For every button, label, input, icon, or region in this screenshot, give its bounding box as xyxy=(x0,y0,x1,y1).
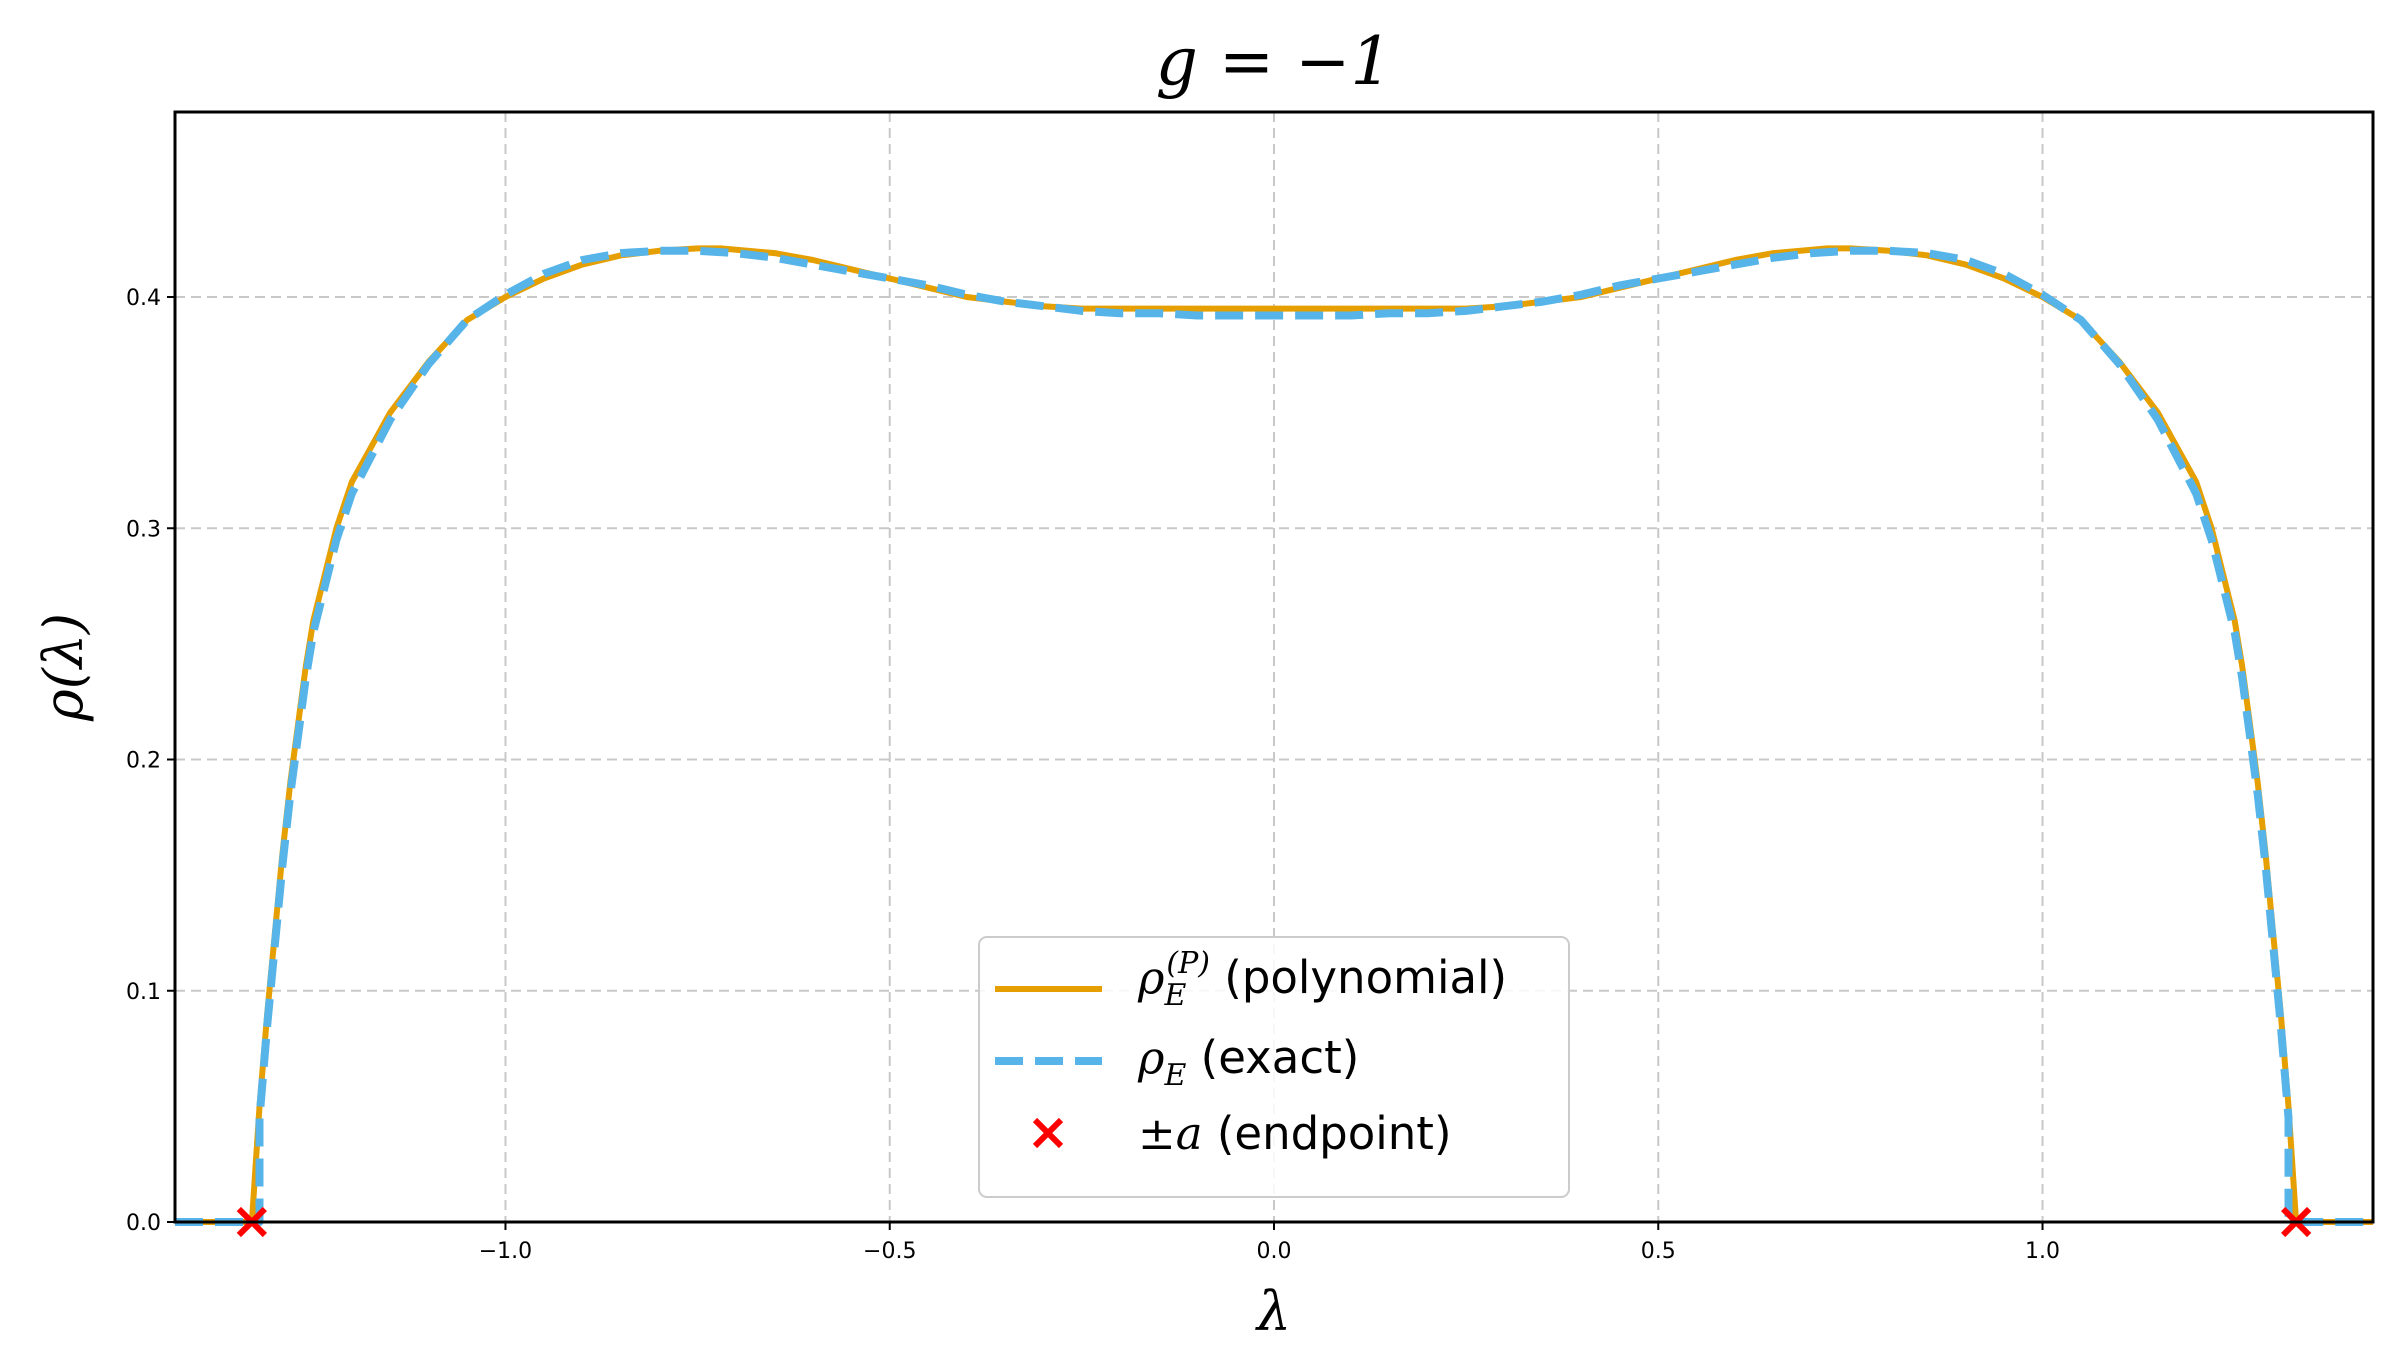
y-axis-label: ρ(λ) xyxy=(32,613,95,722)
x-tick-label: 0.5 xyxy=(1641,1239,1676,1264)
legend-handle-endpoint xyxy=(1032,1117,1064,1149)
legend-label: ±a (endpoint) xyxy=(1138,1107,1452,1160)
x-tick-label: 0.0 xyxy=(1257,1239,1292,1264)
legend-label: ρE(P) (polynomial) xyxy=(1137,946,1507,1013)
y-tick-label: 0.0 xyxy=(126,1211,161,1236)
y-tick-label: 0.2 xyxy=(126,749,161,774)
y-tick-label: 0.1 xyxy=(126,980,161,1005)
y-tick-label: 0.4 xyxy=(126,286,161,311)
legend-box xyxy=(978,936,1570,1198)
x-tick-label: 1.0 xyxy=(2025,1239,2060,1264)
x-tick-label: −0.5 xyxy=(863,1239,916,1264)
y-tick-label: 0.3 xyxy=(126,517,161,542)
x-tick-label: −1.0 xyxy=(479,1239,532,1264)
x-axis-label: λ xyxy=(1255,1280,1291,1343)
chart-title: g = −1 xyxy=(1156,23,1393,100)
legend-label: ρE (exact) xyxy=(1137,1031,1359,1093)
series-exact-line xyxy=(175,246,2373,1226)
series-lines xyxy=(175,245,2373,1226)
axis-ticks: −1.0 −0.5 0.0 0.5 1.0 0.0 0.1 0.2 0.3 0.4 xyxy=(126,286,2060,1264)
legend: ρE(P) (polynomial) ρE (exact) ±a (endpoint… xyxy=(978,936,1570,1198)
